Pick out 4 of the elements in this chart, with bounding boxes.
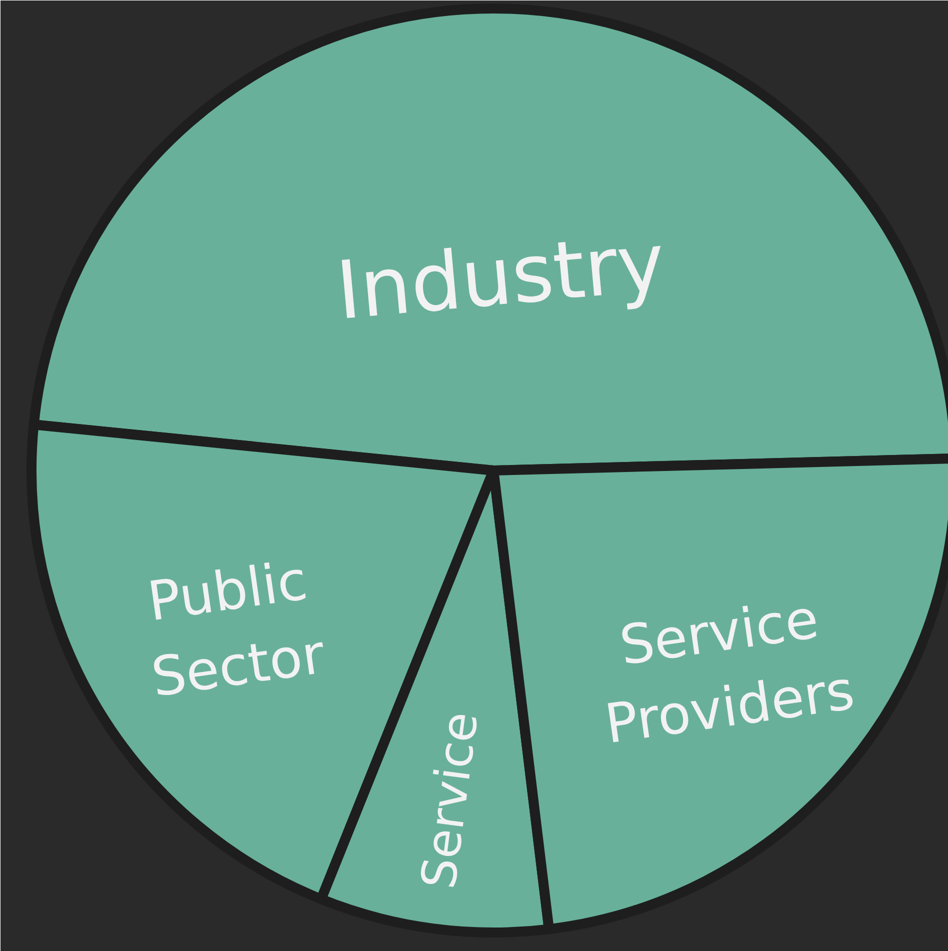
slice-label: Service Providers [601,587,858,756]
slice-label: Industry [332,215,669,338]
slice-label: Service [410,708,490,892]
slice-label: Public Sector [144,548,330,710]
